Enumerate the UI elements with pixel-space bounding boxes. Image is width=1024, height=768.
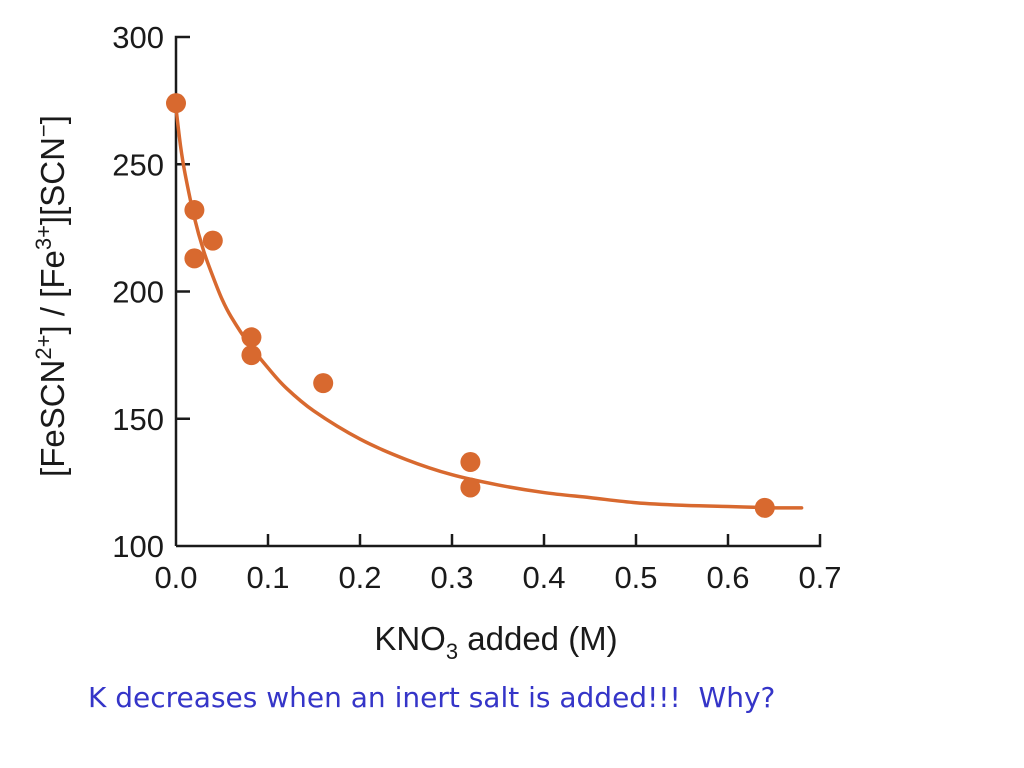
x-tick-label: 0.7	[798, 560, 841, 595]
x-axis-line	[176, 534, 822, 548]
data-point	[460, 477, 481, 498]
data-point	[202, 230, 223, 251]
y-tick-label: 250	[112, 147, 164, 182]
x-tick-label: 0.6	[706, 560, 749, 595]
data-point	[184, 200, 205, 221]
x-tick-label: 0.1	[246, 560, 289, 595]
x-axis-title: KNO3 added (M)	[374, 620, 617, 664]
fit-curve-layer	[174, 106, 804, 510]
y-tick-label: 150	[112, 402, 164, 437]
data-points	[166, 93, 775, 518]
y-tick-label: 300	[112, 20, 164, 55]
y-axis-line	[174, 35, 190, 546]
fit-curve	[174, 106, 804, 510]
x-tick-label: 0.3	[430, 560, 473, 595]
x-tick-label: 0.0	[154, 560, 197, 595]
y-tick-label: 200	[112, 275, 164, 310]
data-point	[241, 327, 262, 348]
chart: 100 150 200 250 300 0.0 0.1 0.2 0.3 0.4 0.5 0.6 0.7…	[31, 20, 842, 664]
data-point	[166, 93, 186, 114]
data-point	[754, 497, 775, 518]
x-tick-label: 0.4	[522, 560, 565, 595]
caption: K decreases when an inert salt is added!…	[88, 681, 776, 714]
x-tick-label: 0.5	[614, 560, 657, 595]
data-point	[313, 373, 334, 394]
axes: 100 150 200 250 300 0.0 0.1 0.2 0.3 0.4 0.5 0.6 0.7	[112, 20, 841, 595]
x-ticks: 0.0 0.1 0.2 0.3 0.4 0.5 0.6 0.7	[154, 534, 842, 595]
x-tick-label: 0.2	[338, 560, 381, 595]
data-point	[184, 248, 205, 269]
data-point	[460, 452, 481, 473]
data-point	[241, 345, 262, 366]
y-tick-label: 100	[112, 529, 164, 564]
y-axis-title: [FeSCN2+] / [Fe3+][SCN−]	[31, 115, 71, 477]
